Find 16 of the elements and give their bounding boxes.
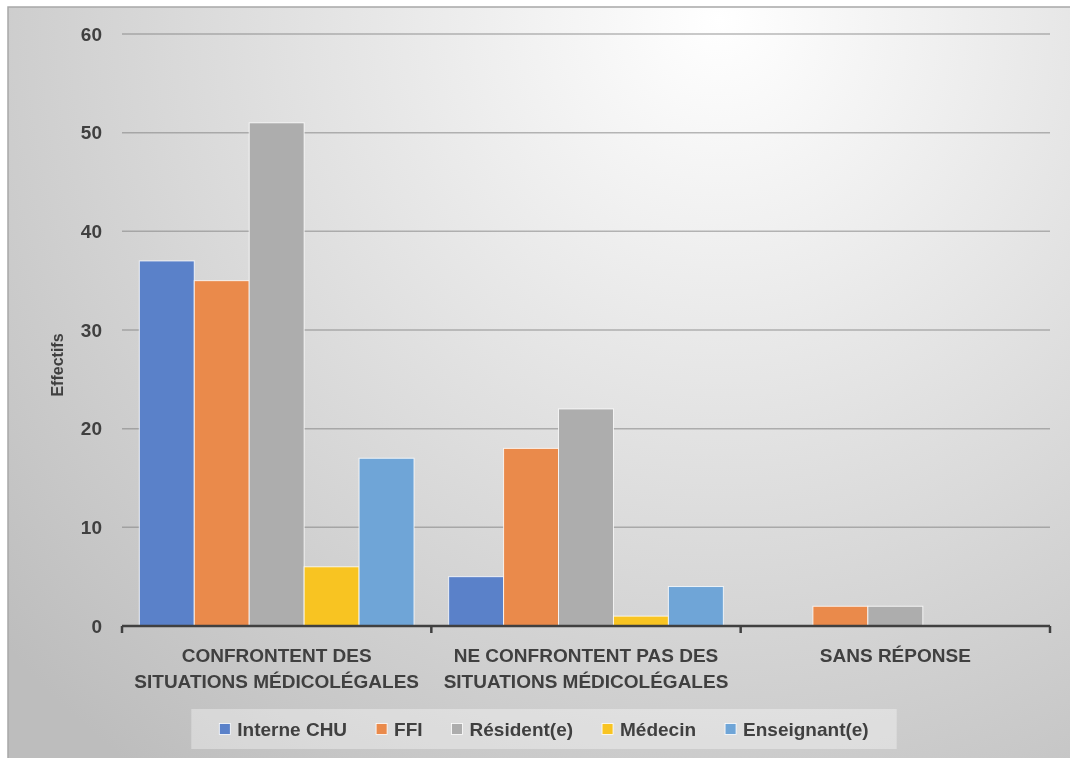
y-tick-label: 20 — [80, 418, 102, 440]
x-tick-label: SANS RÉPONSE — [819, 645, 971, 666]
legend-label: FFI — [394, 718, 423, 740]
y-tick-label: 50 — [80, 122, 102, 144]
y-tick-label: 40 — [80, 220, 102, 242]
legend-label: Enseignant(e) — [743, 718, 869, 740]
x-tick-label: CONFRONTENT DES SITUATIONS MÉDICOLÉGALES — [134, 645, 419, 692]
legend-label: Médecin — [620, 718, 697, 740]
y-tick-label: 0 — [91, 615, 102, 637]
x-tick-label: NE CONFRONTENT PAS DES SITUATIONS MÉDICOLÉGALES — [443, 645, 729, 692]
y-tick-label: 10 — [80, 516, 102, 538]
y-tick-label: 60 — [80, 23, 102, 45]
y-tick-label: 30 — [80, 319, 102, 341]
y-axis-title: Effectifs — [48, 333, 66, 397]
legend-label: Interne CHU — [237, 718, 348, 740]
legend-label: Résident(e) — [469, 718, 574, 740]
